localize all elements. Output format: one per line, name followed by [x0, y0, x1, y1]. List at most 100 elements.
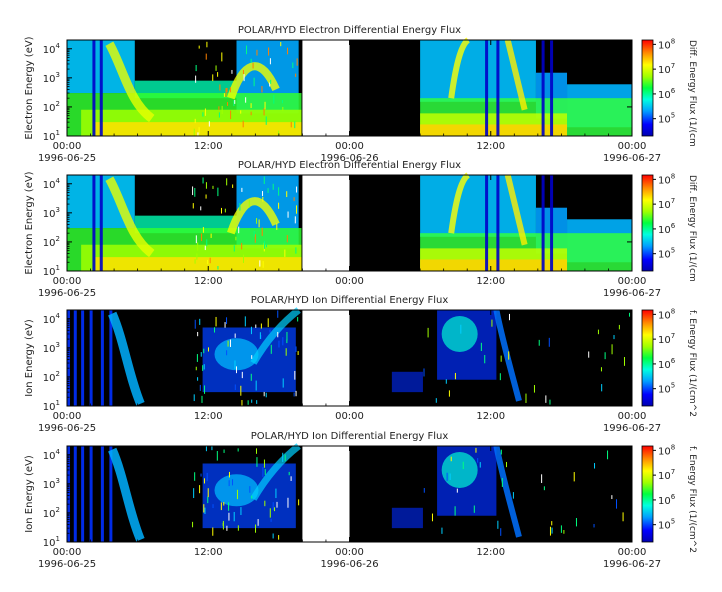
flux-feature [202, 227, 204, 233]
y-tick-label: 101 [43, 129, 60, 143]
flux-feature [217, 72, 219, 77]
flux-feature [480, 342, 482, 351]
flux-feature [475, 447, 477, 453]
flux-feature [204, 108, 206, 116]
flux-feature [270, 344, 272, 354]
flux-feature [241, 242, 243, 250]
flux-feature [229, 339, 231, 347]
flux-feature [297, 351, 299, 355]
flux-feature [217, 266, 219, 270]
flux-feature [224, 322, 226, 328]
flux-feature [194, 118, 196, 124]
flux-feature [197, 377, 199, 381]
flux-feature [450, 456, 452, 462]
flux-feature [623, 357, 625, 366]
flux-feature [512, 492, 514, 499]
data-gap [302, 446, 350, 542]
flux-feature [448, 172, 471, 234]
flux-feature [284, 249, 286, 257]
colorbar [641, 174, 654, 272]
flux-feature [227, 197, 280, 235]
flux-feature [441, 527, 443, 534]
flux-feature [294, 370, 296, 380]
flux-feature [234, 384, 236, 391]
y-tick-label: 101 [43, 264, 60, 278]
flux-feature [217, 187, 219, 197]
flux-feature [246, 45, 248, 55]
flux-feature [493, 445, 522, 538]
y-axis-label: Electron Energy (eV) [24, 171, 35, 274]
flux-feature [541, 474, 543, 484]
flux-feature [287, 497, 289, 508]
flux-feature [200, 206, 202, 211]
colorbar-tick-label: 106 [658, 222, 676, 236]
flux-feature [278, 130, 280, 135]
flux-feature [281, 99, 283, 104]
flux-feature [604, 352, 606, 360]
flux-feature [295, 247, 297, 254]
flux-feature [233, 245, 235, 252]
flux-feature [204, 385, 206, 394]
flux-feature [227, 102, 229, 106]
colorbar-label: Diff. Energy Flux (1/(cm [687, 40, 697, 147]
flux-feature [533, 385, 535, 393]
flux-feature [73, 446, 77, 542]
x-tick-label: 12:00 [194, 411, 223, 422]
flux-feature [251, 355, 253, 359]
flux-feature [295, 346, 297, 352]
panel-1: POLAR/HYD Electron Differential Energy F… [24, 25, 697, 164]
flux-feature [218, 106, 220, 110]
data-gap [302, 310, 350, 406]
x-tick-label: 12:00 [476, 547, 505, 558]
flux-feature [548, 337, 550, 347]
flux-feature [212, 504, 214, 509]
y-tick-label: 104 [43, 448, 61, 462]
x-date-label: 1996-06-27 [603, 288, 661, 299]
flux-feature [212, 74, 214, 82]
flux-feature [250, 326, 252, 335]
flux-feature [263, 176, 265, 184]
flux-feature [551, 521, 553, 526]
flux-feature [207, 259, 209, 265]
flux-feature [293, 392, 295, 397]
x-date-label: 1996-06-25 [38, 153, 96, 164]
y-tick-label: 104 [43, 177, 61, 191]
flux-feature [272, 183, 274, 190]
flux-feature [506, 461, 508, 468]
flux-feature [256, 457, 258, 467]
flux-feature [92, 40, 96, 136]
flux-feature [199, 318, 201, 325]
flux-feature [216, 450, 218, 461]
flux-feature [607, 450, 609, 460]
flux-feature [269, 82, 271, 87]
flux-feature [240, 507, 242, 515]
flux-feature [251, 495, 253, 499]
flux-feature [256, 49, 258, 56]
flux-feature [236, 489, 238, 500]
flux-feature [239, 202, 241, 211]
flux-feature [242, 120, 244, 128]
flux-feature [493, 309, 522, 402]
flux-feature [202, 365, 204, 371]
flux-feature [108, 311, 145, 406]
flux-feature [192, 521, 194, 528]
flux-feature [247, 400, 249, 405]
flux-feature [109, 446, 113, 542]
flux-feature [288, 471, 290, 476]
flux-feature [267, 318, 269, 328]
flux-feature [292, 62, 294, 69]
flux-feature [202, 177, 204, 184]
flux-feature [296, 58, 298, 66]
flux-feature [223, 449, 225, 453]
flux-feature [551, 527, 553, 534]
flux-feature [282, 452, 284, 462]
flux-feature [211, 446, 213, 451]
flux-feature [108, 447, 145, 542]
flux-feature [237, 525, 239, 531]
flux-feature [67, 446, 70, 542]
flux-feature [601, 384, 603, 392]
colorbar-tick-label: 106 [658, 493, 676, 507]
flux-feature [588, 351, 590, 358]
panel-title: POLAR/HYD Electron Differential Energy F… [238, 160, 461, 171]
